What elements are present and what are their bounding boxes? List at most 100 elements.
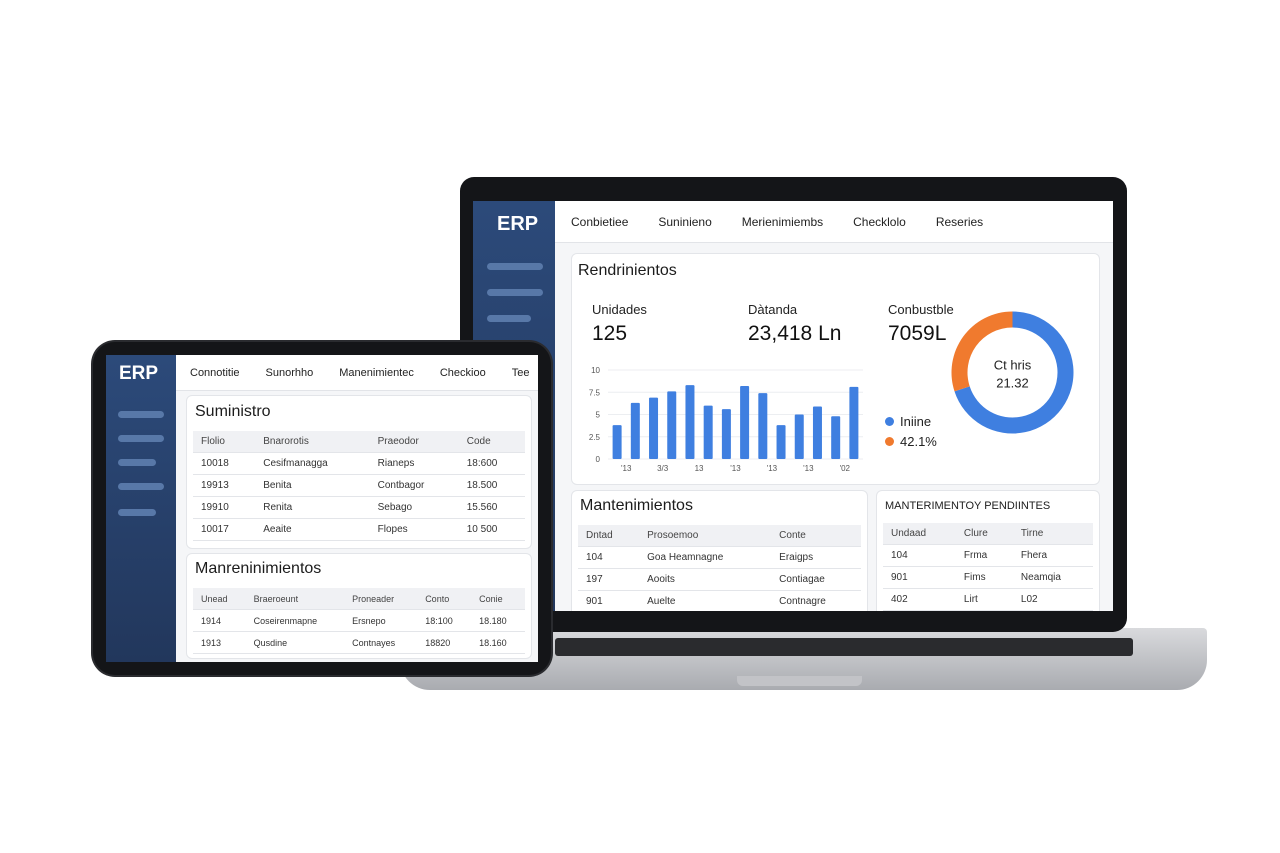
cell: 10018 [193,452,256,475]
row[interactable]: 10017 Aeaite Flopes 10 500 [193,518,525,541]
donut-chart: Ct hris 21.32 [951,311,1074,434]
header-cell: Undaad [883,523,956,545]
header-row: Unead Braeroeunt Proneader Conto Conie [193,588,525,610]
bar [630,402,640,459]
kpi-label: Dàtanda [748,302,798,317]
x-tick-label: 13 [695,464,704,473]
cell: 18:100 [417,609,472,632]
header-cell: Conie [471,588,525,610]
cell: 10017 [193,518,256,541]
cell: Cesifmanagga [255,452,370,475]
cell: Frma [955,544,1013,567]
menu-item[interactable] [118,459,156,466]
nav-item[interactable]: Suninieno [658,214,712,229]
cell: Qusdine [245,631,345,654]
row[interactable]: 1913 Qusdine Contnayes 18820 18.160 [193,631,525,654]
row[interactable]: 19910 Renita Sebago 15.560 [193,496,525,519]
menu-item[interactable] [487,263,543,270]
cell: Ersnepo [344,609,418,632]
nav-item[interactable]: Conbietiee [571,214,629,229]
sidebar: ERP [106,355,176,662]
cell: 104 [883,544,956,567]
row[interactable]: 1914 Coseirenmapne Ersnepo 18:100 18.180 [193,609,525,632]
header-cell: Clure [955,523,1013,545]
header-cell: Conte [771,525,861,547]
logo: ERP [119,363,159,384]
maintenance-card: Mantenimientos Dntad Prosoemoo Conte 104 Goa … [571,490,868,611]
row[interactable]: 901 Auelte Contnagre [578,590,861,611]
table: Undaad Clure Tirne 104 Frma Fhera 901 Fims Neamq… [883,523,1093,611]
y-tick-label: 10 [591,366,600,375]
cell: Flopes [369,518,459,541]
cell: Renita [255,496,370,519]
nav-item[interactable]: Manenimientec [339,366,414,379]
cell: Coseirenmapne [245,609,345,632]
cell: 18.500 [458,474,525,497]
bar-chart: 0 2.5 5 7.5 10 '13 3/3 13 '13 '13 '13 '02 [589,366,863,473]
nav-item[interactable]: Checkioo [439,366,486,379]
cell: Lirt [955,588,1013,611]
table: Unead Braeroeunt Proneader Conto Conie 1914 Co… [193,588,525,654]
menu-item[interactable] [118,411,164,418]
x-tick-label: '02 [840,464,851,473]
cell: 18820 [417,631,472,654]
nav-item[interactable]: Reseries [935,214,984,229]
header-row: Dntad Prosoemoo Conte [578,525,861,547]
cell: Rianeps [369,452,459,475]
cell: Contnagre [771,590,861,611]
header-cell: Unead [193,588,246,610]
cell: 197 [578,568,640,591]
cell: Goa Heamnagne [639,546,772,569]
cell: Aooits [639,568,772,591]
legend-label: 42.1% [900,433,937,449]
row[interactable]: 19913 Benita Contbagor 18.500 [193,474,525,497]
nav-item[interactable]: Merienimiembs [741,214,824,229]
menu-item[interactable] [118,483,164,490]
kpi-value: 7059L [888,322,947,345]
x-tick-label: '13 [767,464,778,473]
row[interactable]: 104 Frma Fhera [883,544,1093,567]
nav-item[interactable]: Tee [511,366,530,379]
cell: Fims [955,566,1013,589]
bar [685,385,695,459]
bar [667,391,677,459]
cell: 901 [883,566,956,589]
donut-segment [951,311,1013,392]
pending-card: MANTERIMENTOY PENDIINTES Undaad Clure Tirne… [876,490,1100,611]
cell: 104 [578,546,640,569]
header-cell: Code [458,431,525,453]
supply-card: Suministro Flolio Bnarorotis Praeodor Code 10… [186,395,532,549]
menu-item[interactable] [118,509,156,516]
y-tick-label: 5 [596,411,601,420]
menu-item[interactable] [118,435,164,442]
card-title: Manreninimientos [195,560,322,577]
legend-swatch [885,436,894,446]
menu-item[interactable] [487,289,543,296]
cell: 18.180 [471,609,525,632]
keyboard [555,638,1133,656]
table: Flolio Bnarorotis Praeodor Code 10018 Cesifma… [193,431,525,541]
header-cell: Praeodor [369,431,459,453]
bar [740,386,750,459]
x-tick-label: '13 [730,464,741,473]
nav-item[interactable]: Sunorhho [265,366,314,379]
bar [849,386,859,459]
nav-item[interactable]: Checklolo [853,214,906,229]
top-nav: Connotitie Sunorhho Manenimientec Checkioo T… [176,355,538,391]
kpi-label: Unidades [592,302,647,317]
cell: Aeaite [255,518,370,541]
row[interactable]: 402 Lirt L02 [883,588,1093,611]
card-title: Mantenimientos [580,497,693,514]
donut-value: 21.32 [996,376,1029,391]
row[interactable]: 197 Aooits Contiagae [578,568,861,591]
row[interactable]: 104 Goa Heamnagne Eraigps [578,546,861,569]
row[interactable]: 10018 Cesifmanagga Rianeps 18:600 [193,452,525,475]
header-cell: Bnarorotis [255,431,370,453]
header-cell: Prosoemoo [639,525,772,547]
header-cell: Dntad [578,525,640,547]
nav-item[interactable]: Connotitie [190,366,240,379]
row[interactable]: 901 Fims Neamqia [883,566,1093,589]
cell: 18.160 [471,631,525,654]
menu-item[interactable] [487,315,531,322]
